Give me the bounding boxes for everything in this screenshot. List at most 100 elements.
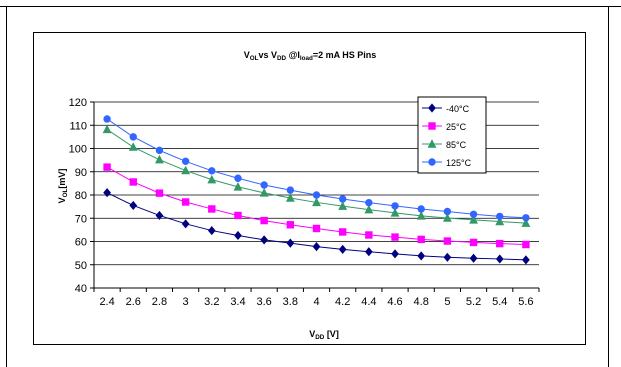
legend-label: 125°C — [446, 158, 472, 168]
axes — [93, 102, 540, 292]
data-point — [234, 230, 242, 241]
subscript-text: DD — [315, 334, 325, 341]
data-point — [443, 237, 452, 245]
data-point — [312, 242, 321, 252]
data-point — [495, 216, 505, 226]
series-group — [102, 124, 531, 227]
data-point — [286, 221, 295, 229]
data-point — [181, 219, 190, 229]
data-point — [364, 247, 373, 257]
y-tick-label: 120 — [69, 97, 87, 109]
chart-title: VOLvs VDD @Iload=2 mA HS Pins — [244, 50, 377, 62]
data-point — [443, 207, 452, 216]
x-tick-label: 5.2 — [466, 296, 481, 308]
tick-labels: 40 50 60 70 80 90 100 110 120 2.4 2.6 2.8 3 3.2 3.4 3.6… — [69, 97, 534, 308]
data-point — [390, 208, 400, 217]
line-chart: VOLvs VDD @Iload=2 mA HS Pins 4050607080… — [57, 50, 540, 341]
label-text: V — [309, 329, 315, 339]
data-point — [417, 235, 425, 244]
x-tick-label: 3.2 — [204, 296, 219, 308]
chart-container: VOLvs VDD @Iload=2 mA HS Pins 40 50 60 70 80… — [33, 32, 586, 345]
data-point — [496, 239, 504, 248]
subscript-text: OL — [250, 55, 259, 62]
data-point — [103, 163, 111, 171]
x-tick-label: 4.4 — [361, 296, 376, 308]
data-point — [365, 198, 373, 207]
data-point — [208, 167, 216, 175]
x-tick-label: 2.6 — [126, 296, 141, 308]
legend-swatch-marker — [428, 122, 436, 130]
data-point — [521, 218, 531, 227]
data-point — [312, 191, 321, 199]
data-point — [417, 251, 426, 261]
y-tick-label: 90 — [75, 167, 87, 179]
label-text: V — [57, 197, 67, 203]
series-group — [103, 163, 530, 249]
data-point — [496, 212, 504, 221]
subscript-text: DD — [277, 55, 287, 62]
data-point — [338, 195, 347, 203]
data-point — [181, 198, 190, 206]
x-tick-label: 4 — [313, 296, 319, 308]
label-text: V — [244, 50, 250, 60]
x-tick-label: 2.4 — [99, 296, 114, 308]
subscript-text: load — [300, 55, 313, 62]
legend: -40°C 25°C 85°C 125°C — [417, 96, 487, 174]
data-point — [469, 214, 478, 224]
series-group — [103, 115, 530, 222]
y-axis-label: VOL[mV] — [57, 169, 69, 204]
data-point — [495, 254, 504, 264]
data-point — [522, 214, 530, 222]
x-tick-label: 5.4 — [492, 296, 507, 308]
data-point — [260, 235, 269, 245]
data-point — [260, 216, 268, 225]
data-point — [155, 189, 164, 197]
x-tick-label: 5.6 — [518, 296, 533, 308]
legend-label: 25°C — [446, 122, 467, 132]
data-point — [155, 210, 164, 221]
series-group — [103, 188, 530, 265]
data-point — [285, 193, 295, 202]
data-point — [103, 188, 111, 198]
data-point — [181, 157, 190, 165]
data-point — [181, 165, 191, 175]
x-tick-label: 5 — [444, 296, 450, 308]
legend-swatch-marker — [428, 103, 436, 113]
y-tick-label: 40 — [75, 283, 87, 295]
data-point — [338, 228, 347, 236]
legend-swatch-marker — [427, 139, 437, 148]
data-point — [469, 210, 478, 218]
data-point — [129, 200, 138, 211]
data-point — [522, 240, 530, 249]
data-point — [102, 124, 112, 134]
data-point — [155, 154, 164, 164]
data-point — [391, 202, 399, 210]
data-point — [207, 225, 216, 236]
y-tick-label: 60 — [75, 237, 87, 249]
data-point — [417, 205, 425, 213]
data-point — [442, 213, 452, 222]
data-point — [443, 252, 452, 262]
data-point — [469, 253, 478, 263]
x-tick-label: 3.6 — [256, 296, 271, 308]
y-tick-label: 70 — [75, 213, 87, 225]
series-layer — [102, 115, 531, 265]
data-point — [312, 197, 321, 207]
x-axis-label: VDD [V] — [309, 329, 339, 341]
label-text: @I — [286, 50, 300, 60]
data-point — [365, 231, 373, 239]
data-point — [391, 233, 399, 241]
data-point — [103, 115, 111, 123]
x-tick-label: 3.4 — [230, 296, 245, 308]
data-point — [260, 181, 268, 189]
label-text: =2 mA HS Pins — [313, 50, 376, 60]
legend-swatch-marker — [428, 158, 436, 166]
x-tick-label: 3.8 — [283, 296, 298, 308]
label-text: vs V — [258, 50, 277, 60]
data-point — [208, 205, 216, 213]
data-point — [233, 181, 243, 191]
data-point — [286, 186, 295, 194]
data-point — [416, 211, 426, 220]
data-point — [234, 174, 242, 182]
data-point — [522, 255, 530, 265]
